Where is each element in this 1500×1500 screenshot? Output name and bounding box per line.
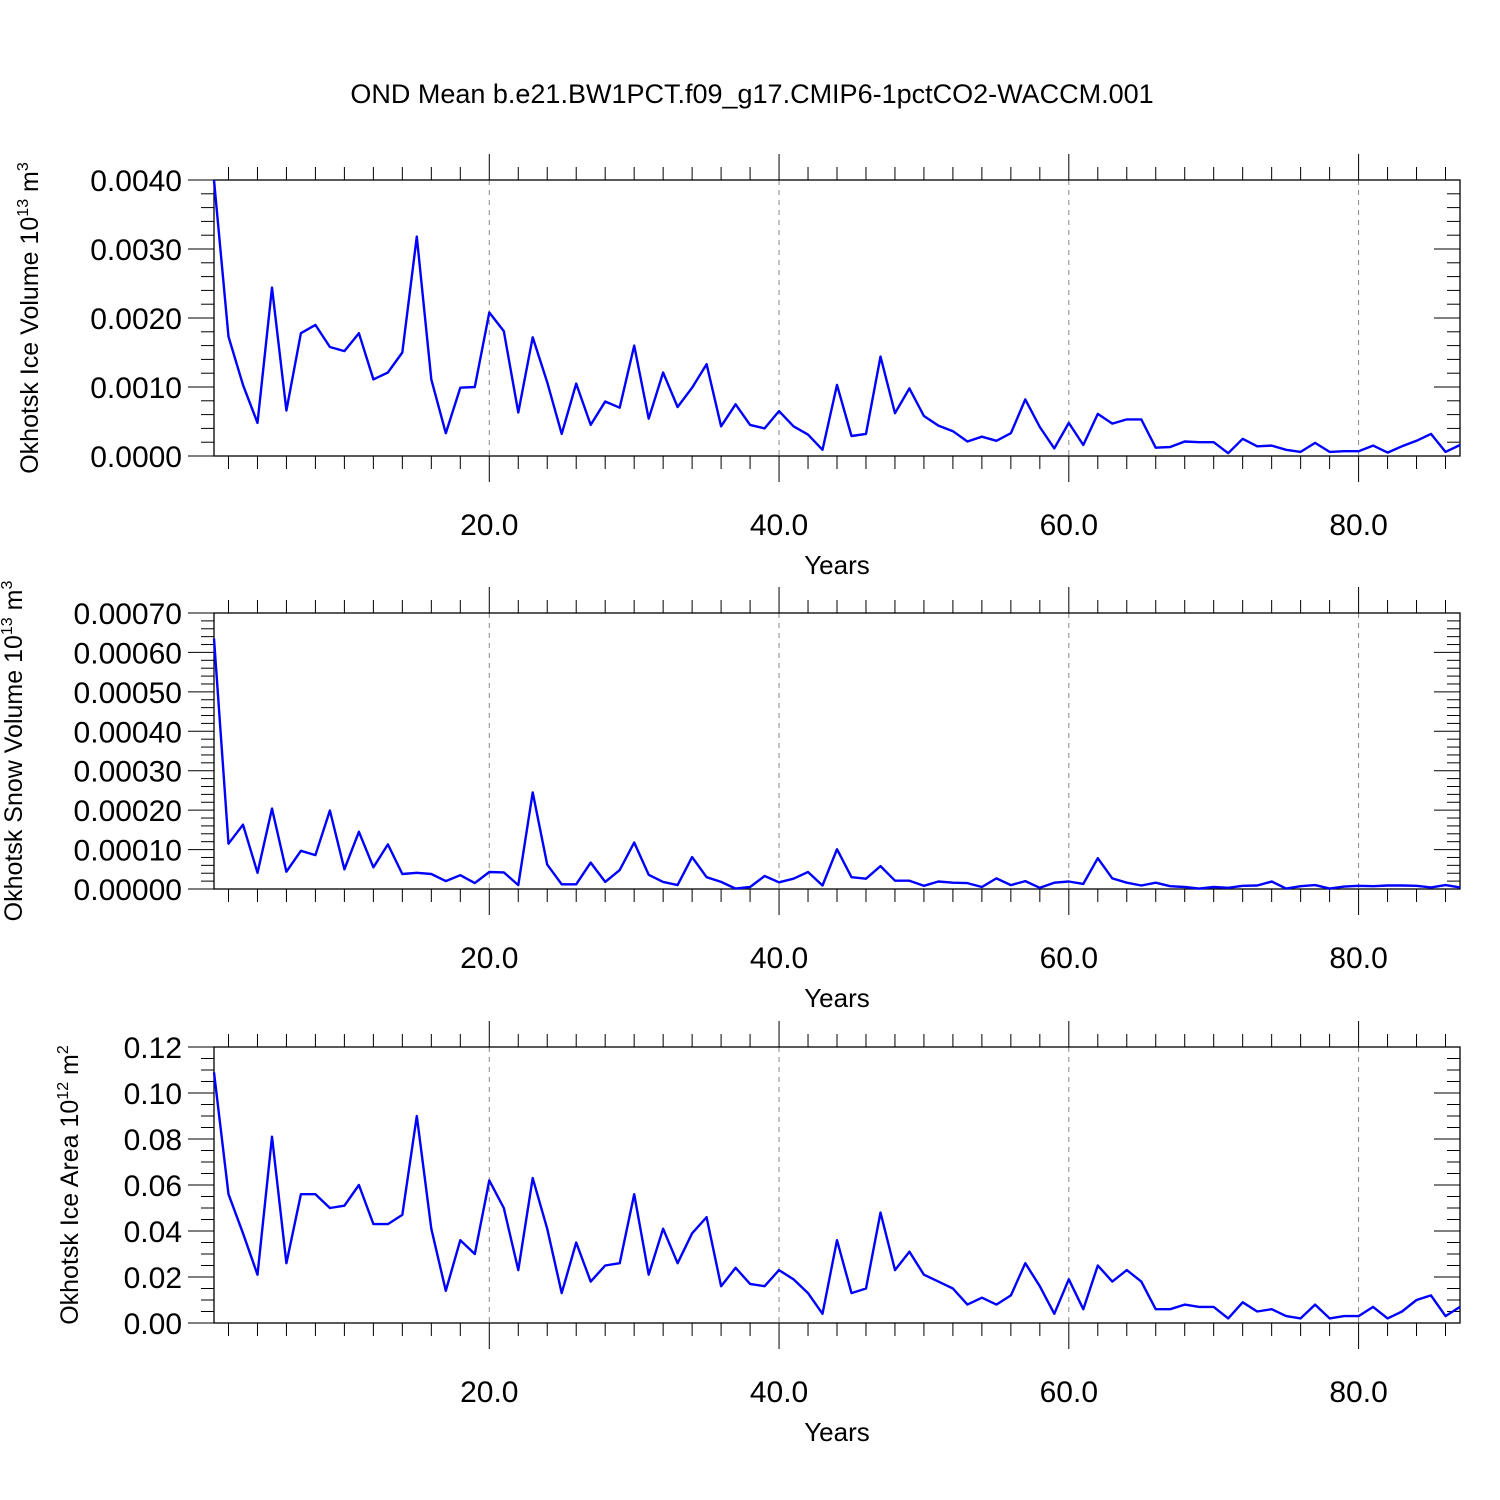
y-tick-label: 0.00050 — [74, 677, 182, 710]
y-tick-label: 0.0010 — [90, 372, 182, 405]
y-axis-label-unit-exponent: 2 — [55, 1045, 72, 1054]
y-tick-label: 0.06 — [124, 1170, 182, 1203]
x-tick-label: 40.0 — [750, 509, 808, 542]
plot-frame — [213, 1046, 1461, 1324]
x-tick-label: 40.0 — [750, 942, 808, 975]
y-tick-label: 0.0000 — [90, 441, 182, 474]
y-axis-label-unit-exponent: 3 — [0, 581, 16, 590]
x-axis-label: Years — [804, 550, 870, 580]
y-tick-label: 0.00 — [124, 1308, 182, 1341]
y-tick-label: 0.00020 — [74, 795, 182, 828]
y-tick-label: 0.00010 — [74, 835, 182, 868]
y-axis-label: Okhotsk Snow Volume 1013 m3 — [0, 581, 28, 922]
y-axis-label-unit-exponent: 3 — [15, 162, 32, 171]
x-tick-label: 80.0 — [1329, 942, 1387, 975]
x-tick-label: 20.0 — [460, 509, 518, 542]
x-axis-label: Years — [804, 983, 870, 1013]
y-axis-label-unit: m — [56, 1054, 84, 1082]
y-axis-label-main: Okhotsk Snow Volume 10 — [0, 635, 28, 921]
y-tick-label: 0.0020 — [90, 303, 182, 336]
y-axis-label-unit: m — [16, 171, 44, 199]
y-axis-label-exponent: 13 — [15, 199, 32, 217]
y-axis-label-exponent: 13 — [0, 617, 16, 635]
plot-frame — [213, 612, 1461, 890]
x-tick-label: 20.0 — [460, 1376, 518, 1409]
y-tick-label: 0.0040 — [90, 165, 182, 198]
x-tick-label: 40.0 — [750, 1376, 808, 1409]
y-tick-label: 0.12 — [124, 1032, 182, 1065]
x-tick-label: 60.0 — [1040, 509, 1098, 542]
y-axis-label-unit: m — [0, 590, 28, 618]
y-axis-label: Okhotsk Ice Area 1012 m2 — [55, 1045, 84, 1325]
y-axis-label-main: Okhotsk Ice Area 10 — [56, 1100, 84, 1325]
plot-frame — [213, 179, 1461, 457]
chart-panel-3: 0.00 0.02 0.04 0.06 0.08 0.10 0.12 20.0 40.0 60.0… — [55, 1021, 1461, 1447]
y-axis-label-exponent: 12 — [55, 1082, 72, 1100]
y-tick-label: 0.04 — [124, 1216, 182, 1249]
y-axis-label: Okhotsk Ice Volume 1013 m3 — [15, 162, 44, 474]
y-tick-label: 0.0030 — [90, 234, 182, 267]
x-tick-label: 80.0 — [1329, 1376, 1387, 1409]
x-tick-label: 80.0 — [1329, 509, 1387, 542]
x-tick-label: 60.0 — [1040, 1376, 1098, 1409]
y-tick-label: 0.10 — [124, 1078, 182, 1111]
series-line — [212, 179, 1461, 455]
y-tick-label: 0.02 — [124, 1262, 182, 1295]
chart-panel-1: 0.0000 0.0010 0.0020 0.0030 0.0040 20.0 40.0 60… — [15, 154, 1461, 580]
y-tick-label: 0.00060 — [74, 637, 182, 670]
chart-panel-2: 0.00000 0.00010 0.00020 0.00030 0.00040 0.000… — [0, 581, 1461, 1013]
x-tick-label: 60.0 — [1040, 942, 1098, 975]
y-tick-label: 0.08 — [124, 1124, 182, 1157]
y-tick-label: 0.00040 — [74, 716, 182, 749]
y-tick-label: 0.00070 — [74, 598, 182, 631]
figure-title: OND Mean b.e21.BW1PCT.f09_g17.CMIP6-1pct… — [350, 79, 1153, 109]
y-tick-label: 0.00000 — [74, 874, 182, 907]
x-axis-label: Years — [804, 1417, 870, 1447]
x-tick-label: 20.0 — [460, 942, 518, 975]
series-line — [212, 638, 1461, 890]
y-tick-label: 0.00030 — [74, 756, 182, 789]
y-axis-label-main: Okhotsk Ice Volume 10 — [16, 217, 44, 474]
series-line — [212, 1072, 1461, 1320]
